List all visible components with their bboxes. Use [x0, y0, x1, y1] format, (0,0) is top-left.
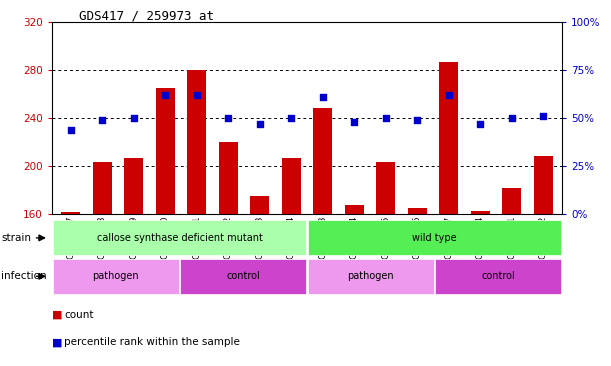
Bar [53, 259, 179, 294]
Point [287, 115, 296, 121]
Bar [345, 205, 364, 214]
Point [349, 119, 359, 125]
Text: GDS417 / 259973_at: GDS417 / 259973_at [79, 9, 214, 22]
Bar [180, 259, 306, 294]
Point [192, 92, 202, 98]
Bar [408, 208, 426, 214]
Bar [313, 108, 332, 214]
Bar [502, 188, 521, 214]
Bar [435, 259, 562, 294]
Point [381, 115, 390, 121]
Text: control: control [481, 271, 515, 281]
Point [318, 94, 327, 100]
Point [97, 117, 107, 123]
Point [507, 115, 517, 121]
Point [538, 113, 548, 119]
Bar [188, 70, 207, 214]
Bar [308, 220, 562, 255]
Bar [219, 142, 238, 214]
Bar [53, 220, 306, 255]
Bar [439, 61, 458, 214]
Text: control: control [227, 271, 260, 281]
Point [66, 127, 76, 132]
Bar [376, 163, 395, 214]
Text: pathogen: pathogen [348, 271, 394, 281]
Point [475, 121, 485, 127]
Bar [534, 156, 553, 214]
Text: wild type: wild type [412, 233, 457, 243]
Text: percentile rank within the sample: percentile rank within the sample [64, 337, 240, 347]
Bar [125, 158, 143, 214]
Text: count: count [64, 310, 93, 320]
Bar [308, 259, 434, 294]
Text: infection: infection [1, 271, 47, 281]
Bar [93, 163, 112, 214]
Text: callose synthase deficient mutant: callose synthase deficient mutant [97, 233, 262, 243]
Bar [156, 88, 175, 214]
Bar [471, 210, 489, 214]
Bar [251, 196, 269, 214]
Bar [282, 158, 301, 214]
Point [255, 121, 265, 127]
Point [161, 92, 170, 98]
Bar [61, 212, 80, 214]
Point [444, 92, 453, 98]
Text: pathogen: pathogen [92, 271, 139, 281]
Text: ■: ■ [52, 310, 62, 320]
Point [224, 115, 233, 121]
Text: ■: ■ [52, 337, 62, 347]
Point [412, 117, 422, 123]
Point [129, 115, 139, 121]
Text: strain: strain [1, 233, 31, 243]
